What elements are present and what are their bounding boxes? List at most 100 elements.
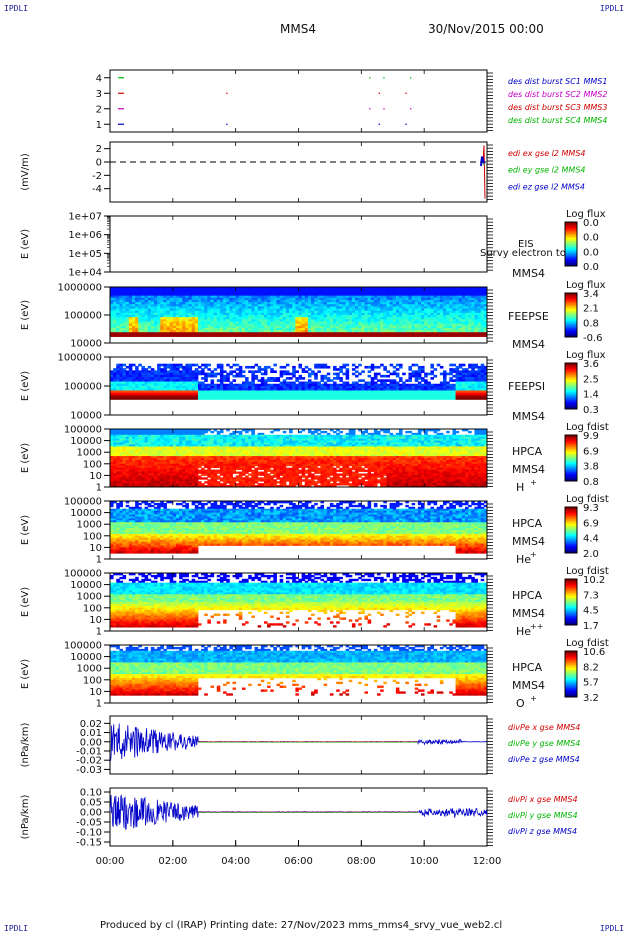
feepsi-colorbar-tick: 2.5: [583, 374, 599, 385]
feepse-cell: [339, 319, 343, 322]
feepse-cell: [110, 287, 114, 290]
feepse-cell: [238, 306, 243, 309]
feepse-cell: [179, 315, 183, 318]
feepse-cell: [389, 334, 394, 337]
feepse-cell: [263, 302, 268, 305]
feepse-cell: [254, 325, 259, 329]
feepse-cell: [204, 308, 208, 312]
feepse-cell: [207, 293, 211, 297]
feepse-cell: [304, 299, 309, 303]
feepse-cell: [323, 302, 328, 305]
feepse-cell: [241, 330, 246, 333]
feepse-cell: [169, 332, 174, 335]
feepse-cell: [307, 315, 312, 318]
feepse-cell: [163, 287, 167, 290]
feepse-cell: [254, 317, 259, 320]
feepse-cell: [314, 287, 318, 290]
feepse-cell: [292, 291, 296, 294]
feepse-cell: [223, 330, 227, 333]
feepse-cell: [113, 308, 117, 312]
feepse-cell: [333, 299, 337, 303]
feepse-cell: [226, 310, 230, 314]
feepse-cell: [339, 291, 343, 294]
feepse-cell: [119, 315, 123, 318]
feepse-cell: [304, 319, 309, 322]
feepse-cell: [147, 325, 152, 329]
feepse-cell: [172, 317, 177, 320]
feepse-cell: [226, 308, 230, 312]
feepse-cell: [260, 319, 265, 322]
feepse-cell: [282, 289, 287, 292]
feepse-cell: [135, 306, 139, 309]
feepse-cell: [213, 312, 218, 316]
feepse-cell: [446, 334, 450, 337]
feepse-cell: [263, 321, 268, 325]
feepse-cell: [317, 310, 321, 314]
feepse-cell: [125, 330, 130, 333]
feepse-cell: [229, 293, 233, 297]
feepse-cell: [373, 334, 378, 337]
feepse-cell: [147, 310, 152, 314]
feepse-cell: [119, 304, 123, 307]
feepsi-cell: [157, 397, 161, 400]
feepsi-cell: [351, 368, 356, 371]
feepse-cell: [273, 332, 277, 335]
feepse-cell: [282, 293, 287, 297]
feepsi-cell: [216, 372, 221, 376]
feepse-cell: [113, 312, 117, 316]
feepse-cell: [226, 304, 230, 307]
feepsi-cell: [414, 397, 419, 400]
feepse-cell: [248, 302, 252, 305]
feepse-cell: [295, 334, 299, 337]
feepse-cell: [116, 289, 120, 292]
feepsi-cell: [226, 397, 230, 400]
feepse-cell: [144, 306, 149, 309]
feepse-cell: [339, 317, 343, 320]
feepsi-cell: [377, 397, 381, 400]
feepsi-cell: [307, 397, 312, 400]
feepse-cell: [480, 334, 485, 337]
feepse-cell: [235, 291, 240, 294]
feepse-cell: [172, 291, 177, 294]
feepse-cell: [295, 323, 299, 327]
feepse-cell: [311, 287, 315, 290]
feepse-cell: [245, 310, 249, 314]
feepse-cell: [333, 332, 337, 335]
feepse-cell: [342, 302, 347, 305]
feepse-cell: [207, 332, 211, 335]
feepse-cell: [119, 306, 123, 309]
feepse-cell: [204, 289, 208, 292]
feepse-cell: [282, 295, 287, 299]
feepse-cell: [219, 289, 224, 292]
eis-colorbar-step: [565, 255, 577, 258]
feepse-cell: [160, 304, 164, 307]
feepsi-cell: [263, 372, 268, 376]
feepse-cell: [411, 334, 416, 337]
feepse-cell: [135, 293, 139, 297]
feepsi-cell: [191, 397, 196, 400]
feepsi-cell: [276, 379, 281, 382]
feepse-cell: [465, 334, 469, 337]
feepse-cell: [329, 312, 334, 316]
burst-burst-mark: [410, 77, 412, 79]
feepse-cell: [345, 317, 350, 320]
feepse-cell: [213, 319, 218, 322]
feepse-cell: [276, 287, 281, 290]
feepse-cell: [166, 332, 171, 335]
feepse-cell: [150, 332, 155, 335]
feepse-cell: [273, 327, 277, 331]
feepse-cell: [276, 321, 281, 325]
feepsi-cell: [238, 397, 243, 400]
feepsi-cell: [213, 368, 218, 371]
feepse-cell: [260, 334, 265, 337]
feepse-cell: [301, 330, 306, 333]
feepse-cell: [292, 306, 296, 309]
feepse-cell: [392, 334, 397, 337]
feepse-cell: [298, 297, 303, 301]
feepsi-cell: [182, 397, 186, 400]
feepse-cell: [213, 325, 218, 329]
feepse-cell: [263, 312, 268, 316]
feepse-cell: [175, 312, 180, 316]
eis-colorbar-step: [565, 222, 577, 224]
feepse-cell: [216, 308, 221, 312]
